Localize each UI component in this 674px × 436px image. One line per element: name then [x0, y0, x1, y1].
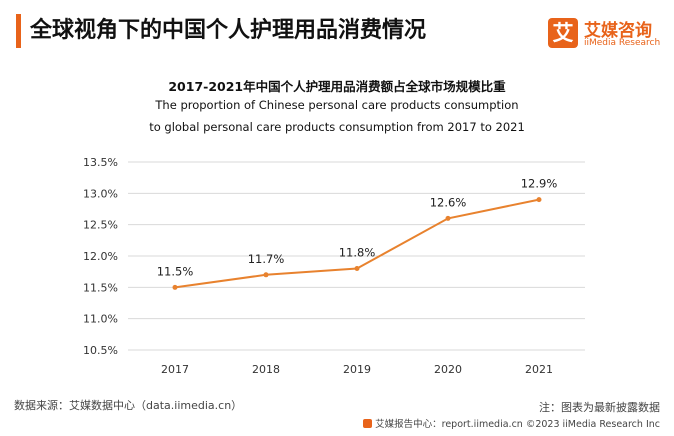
- report-footer: 艾媒报告中心：report.iimedia.cn ©2023 iiMedia R…: [363, 416, 660, 430]
- y-tick-label: 10.5%: [83, 344, 118, 357]
- data-point: [172, 284, 178, 290]
- report-footer-text: 艾媒报告中心：report.iimedia.cn ©2023 iiMedia R…: [375, 419, 660, 430]
- y-tick-label: 11.0%: [83, 313, 118, 326]
- logo-icon: 艾: [548, 18, 578, 48]
- x-tick-label: 2019: [343, 363, 371, 376]
- x-tick-label: 2018: [252, 363, 280, 376]
- data-point: [354, 266, 360, 272]
- chart-title: 2017-2021年中国个人护理用品消费额占全球市场规模比重: [168, 79, 506, 94]
- data-source: 数据来源：艾媒数据中心（data.iimedia.cn）: [14, 399, 243, 412]
- y-tick-label: 11.5%: [83, 281, 118, 294]
- data-label: 11.5%: [157, 264, 194, 278]
- x-tick-label: 2017: [161, 363, 189, 376]
- x-tick-label: 2021: [525, 363, 553, 376]
- chart-subtitle-line-1: The proportion of Chinese personal care …: [155, 98, 519, 112]
- data-label: 11.8%: [339, 246, 376, 260]
- data-label: 12.9%: [521, 177, 558, 191]
- page-title: 全球视角下的中国个人护理用品消费情况: [30, 18, 427, 43]
- data-point: [445, 215, 451, 221]
- chart-subtitle-line-2: to global personal care products consump…: [149, 120, 525, 134]
- y-tick-label: 13.0%: [83, 187, 118, 200]
- y-tick-label: 12.5%: [83, 219, 118, 232]
- x-tick-label: 2020: [434, 363, 462, 376]
- data-label: 12.6%: [430, 195, 467, 209]
- y-tick-label: 12.0%: [83, 250, 118, 263]
- logo-name-en: iiMedia Research: [584, 38, 661, 48]
- data-point: [263, 272, 269, 278]
- report-center-icon: [363, 419, 373, 428]
- chart-note: 注：图表为最新披露数据: [539, 401, 660, 414]
- title-accent-bar: [16, 14, 21, 48]
- data-label: 11.7%: [248, 252, 285, 266]
- logo-name-cn: 艾媒咨询: [584, 21, 652, 41]
- data-point: [536, 197, 542, 203]
- y-tick-label: 13.5%: [83, 156, 118, 169]
- series-line: [174, 198, 540, 289]
- brand-logo: 艾 艾媒咨询 iiMedia Research: [548, 18, 664, 54]
